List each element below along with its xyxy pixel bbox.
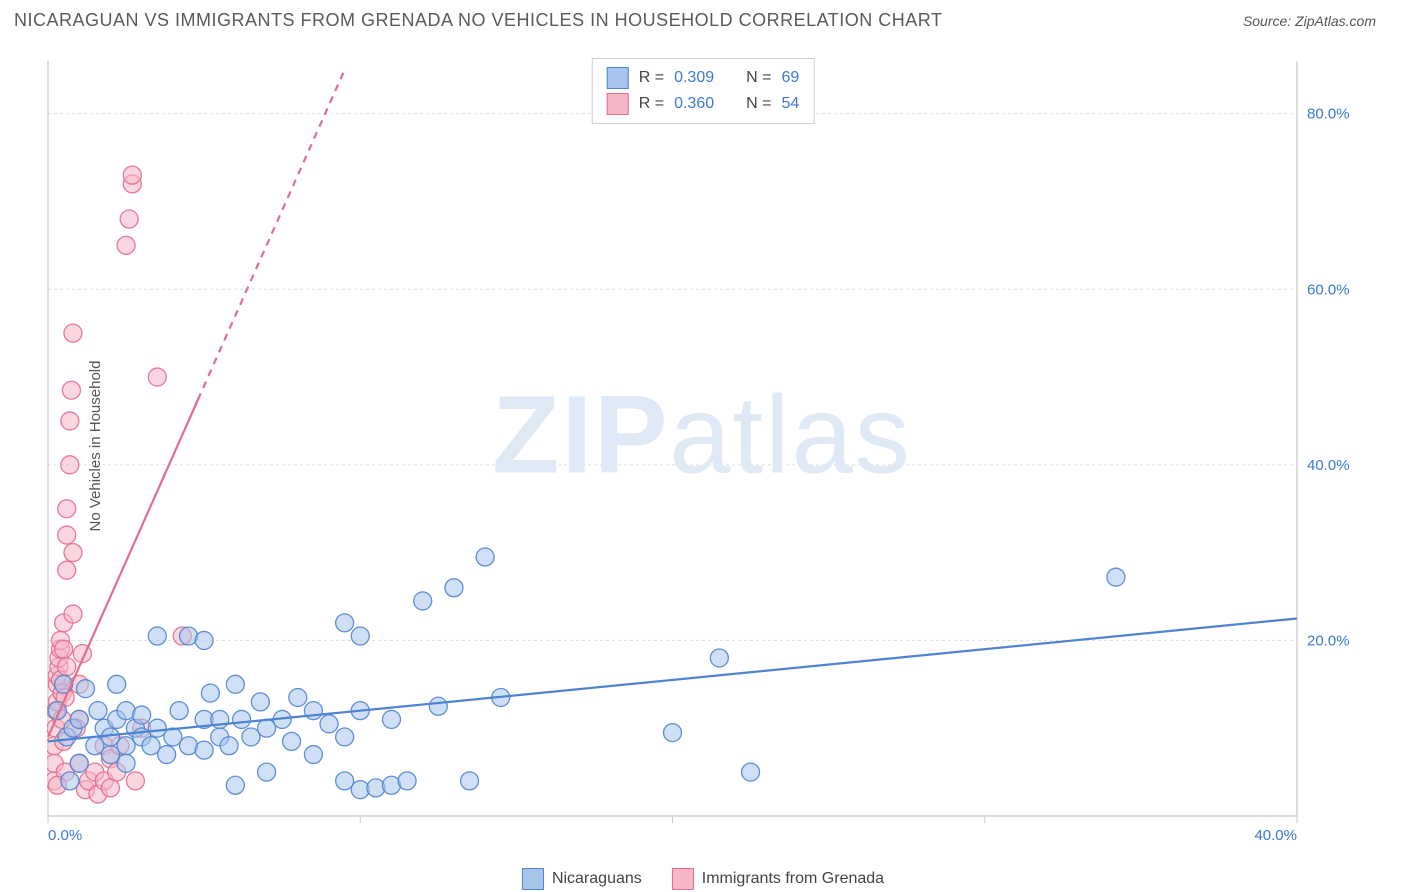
chart-svg: 20.0% 40.0% 60.0% 80.0% 0.0% 40.0% xyxy=(47,56,1357,846)
chart-title: NICARAGUAN VS IMMIGRANTS FROM GRENADA NO… xyxy=(14,10,942,31)
legend-row-nicaraguans: R = 0.309 N = 69 xyxy=(607,65,800,91)
svg-text:40.0%: 40.0% xyxy=(1254,827,1297,844)
legend-item-nicaraguans: Nicaraguans xyxy=(522,868,642,890)
swatch-grenada-b xyxy=(672,868,694,890)
svg-text:80.0%: 80.0% xyxy=(1307,106,1350,123)
swatch-grenada xyxy=(607,93,629,115)
source-label: Source: ZipAtlas.com xyxy=(1243,13,1376,29)
svg-text:20.0%: 20.0% xyxy=(1307,632,1350,649)
svg-text:40.0%: 40.0% xyxy=(1307,457,1350,474)
swatch-nicaraguans xyxy=(607,67,629,89)
svg-text:0.0%: 0.0% xyxy=(48,827,82,844)
swatch-nicaraguans-b xyxy=(522,868,544,890)
correlation-legend: R = 0.309 N = 69 R = 0.360 N = 54 xyxy=(592,58,815,124)
series-legend: Nicaraguans Immigrants from Grenada xyxy=(522,868,884,890)
legend-row-grenada: R = 0.360 N = 54 xyxy=(607,91,800,117)
plot-area: ZIPatlas 20.0%40.0%60.0%80.0%0.0%40.0% xyxy=(47,56,1357,846)
svg-text:60.0%: 60.0% xyxy=(1307,281,1350,298)
legend-item-grenada: Immigrants from Grenada xyxy=(672,868,884,890)
